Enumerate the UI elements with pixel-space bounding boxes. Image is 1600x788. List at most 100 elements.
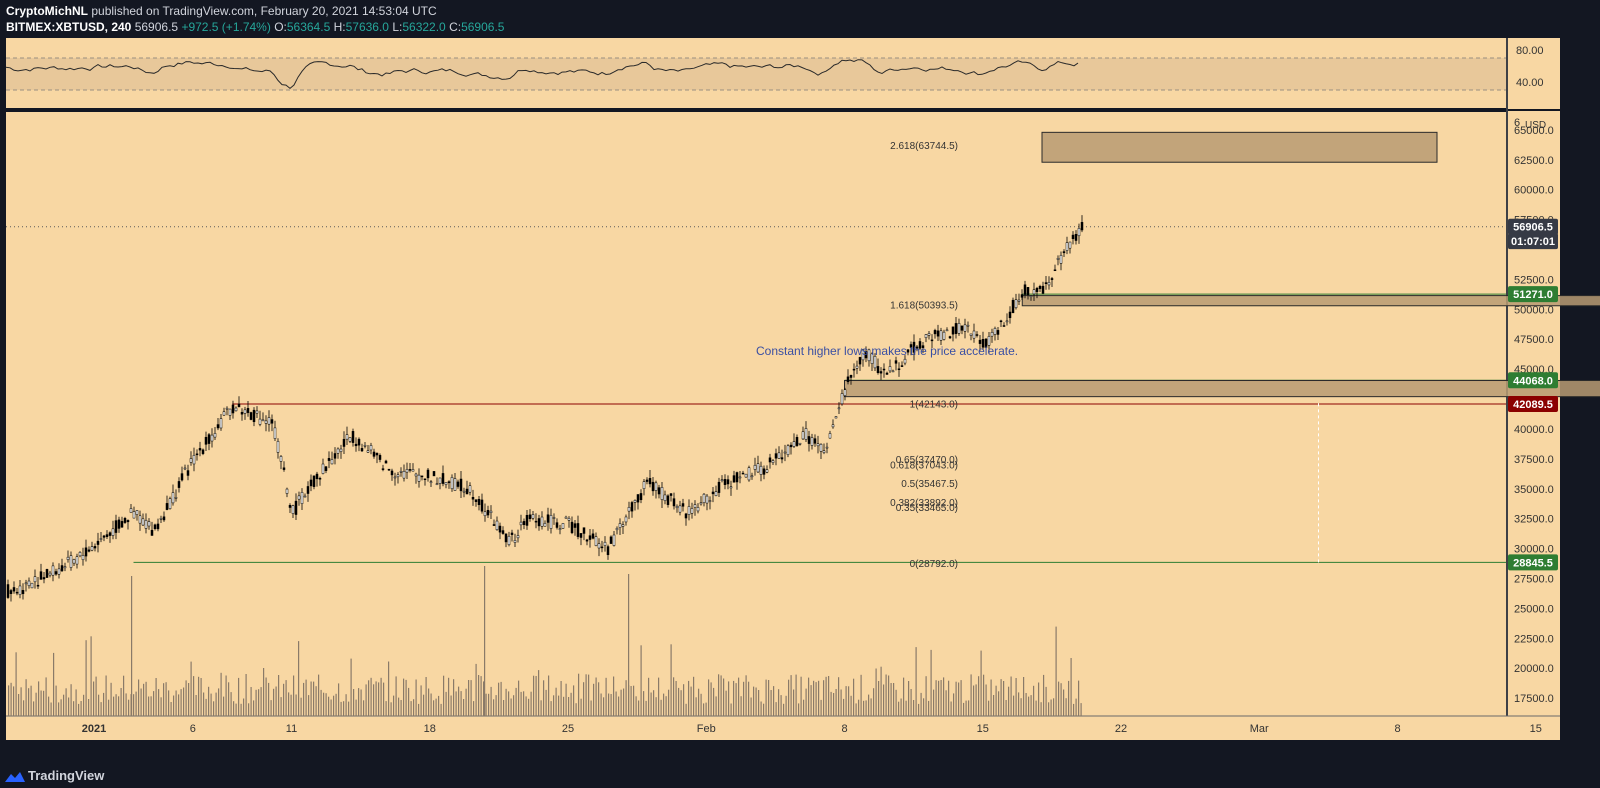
author-name[interactable]: CryptoMichNL bbox=[6, 4, 88, 18]
volume-bar bbox=[793, 689, 795, 716]
brand-label[interactable]: TradingView bbox=[28, 768, 105, 783]
volume-bar bbox=[643, 691, 645, 716]
candle-body bbox=[213, 433, 217, 438]
candle-body bbox=[288, 505, 292, 508]
candle-body bbox=[141, 518, 145, 526]
volume-bar bbox=[528, 698, 530, 716]
low-label: L: bbox=[392, 20, 403, 34]
price-tick-label: 6 bbox=[1514, 117, 1520, 129]
volume-bar bbox=[123, 675, 125, 716]
low-value: 56322.0 bbox=[402, 20, 446, 34]
volume-bar bbox=[870, 698, 872, 716]
candle-body bbox=[834, 416, 838, 419]
volume-bar bbox=[118, 696, 120, 716]
candle-body bbox=[936, 330, 940, 337]
volume-bar bbox=[698, 688, 700, 716]
candle-body bbox=[633, 500, 637, 503]
volume-bar bbox=[868, 694, 870, 716]
volume-bar bbox=[878, 681, 880, 716]
volume-bar bbox=[433, 700, 435, 716]
volume-bar bbox=[585, 674, 587, 716]
candle-body bbox=[864, 351, 868, 359]
volume-bar bbox=[653, 690, 655, 716]
volume-bar bbox=[640, 645, 642, 716]
candle-body bbox=[1080, 222, 1084, 231]
volume-bar bbox=[138, 679, 140, 716]
volume-bar bbox=[648, 677, 650, 716]
candle-body bbox=[537, 518, 541, 527]
candle-body bbox=[435, 483, 439, 485]
price-tick-label: 40000.0 bbox=[1514, 424, 1554, 436]
time-tick-label: 11 bbox=[286, 723, 297, 735]
volume-bar bbox=[375, 681, 377, 716]
volume-bar bbox=[385, 701, 387, 716]
volume-bar bbox=[568, 697, 570, 716]
volume-bar bbox=[508, 691, 510, 716]
volume-bar bbox=[158, 689, 160, 716]
candle-body bbox=[480, 499, 484, 512]
candle-body bbox=[837, 407, 841, 410]
volume-bar bbox=[520, 691, 522, 716]
volume-bar bbox=[935, 680, 937, 716]
volume-bar bbox=[210, 693, 212, 716]
volume-bar bbox=[275, 686, 277, 716]
volume-bar bbox=[750, 697, 752, 716]
candle-body bbox=[420, 475, 424, 478]
candle-body bbox=[33, 576, 37, 583]
volume-bar bbox=[363, 700, 365, 716]
candle-body bbox=[474, 499, 478, 502]
candle-body bbox=[534, 520, 538, 523]
volume-bar bbox=[900, 698, 902, 716]
volume-bar bbox=[100, 702, 102, 716]
candle-body bbox=[900, 365, 904, 367]
volume-bar bbox=[125, 693, 127, 716]
candle-body bbox=[651, 481, 655, 492]
volume-bar bbox=[140, 688, 142, 716]
symbol-label[interactable]: BITMEX:XBTUSD, 240 bbox=[6, 20, 132, 34]
candle-body bbox=[1044, 282, 1048, 285]
volume-bar bbox=[910, 689, 912, 716]
volume-bar bbox=[315, 686, 317, 716]
candle-body bbox=[945, 329, 949, 332]
volume-bar bbox=[915, 647, 917, 716]
candle-body bbox=[285, 488, 289, 494]
rsi-tick-label: 80.00 bbox=[1516, 45, 1544, 57]
candle-body bbox=[732, 475, 736, 483]
candle-body bbox=[657, 487, 661, 495]
volume-bar bbox=[803, 699, 805, 716]
candle-body bbox=[924, 334, 928, 338]
candle-body bbox=[246, 408, 250, 413]
candle-body bbox=[894, 360, 898, 364]
volume-bar bbox=[558, 695, 560, 716]
candle-body bbox=[840, 393, 844, 405]
price-tick-label: 22500.0 bbox=[1514, 633, 1554, 645]
volume-bar bbox=[490, 686, 492, 716]
candle-body bbox=[39, 571, 43, 580]
price-pane bbox=[6, 112, 1506, 716]
volume-bar bbox=[833, 693, 835, 716]
volume-bar bbox=[420, 685, 422, 716]
volume-bar bbox=[438, 695, 440, 716]
candle-body bbox=[921, 345, 925, 348]
candle-body bbox=[264, 420, 268, 424]
volume-bar bbox=[18, 694, 20, 716]
candle-body bbox=[195, 453, 199, 456]
volume-bar bbox=[530, 691, 532, 716]
candle-body bbox=[1062, 251, 1066, 254]
volume-bar bbox=[238, 677, 240, 716]
volume-bar bbox=[85, 640, 87, 716]
volume-bar bbox=[423, 694, 425, 716]
volume-bar bbox=[1080, 703, 1082, 716]
candle-body bbox=[531, 514, 535, 519]
candle-body bbox=[315, 473, 319, 480]
volume-bar bbox=[485, 693, 487, 716]
volume-bar bbox=[985, 684, 987, 716]
candle-body bbox=[282, 467, 286, 470]
volume-bar bbox=[595, 677, 597, 716]
candle-body bbox=[660, 487, 664, 500]
candle-body bbox=[858, 357, 862, 365]
candle-body bbox=[240, 411, 244, 415]
volume-bar bbox=[135, 691, 137, 716]
volume-bar bbox=[120, 688, 122, 716]
